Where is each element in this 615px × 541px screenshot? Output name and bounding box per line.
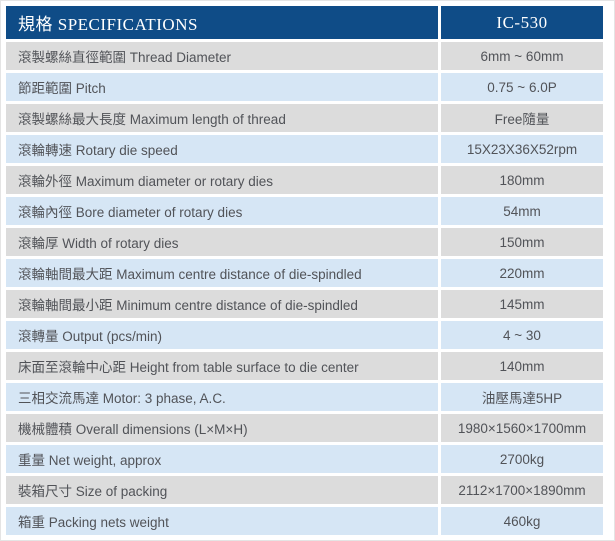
table-row: 床面至滾輪中心距 Height from table surface to di… [6,352,603,380]
spec-value: 140mm [441,352,603,380]
table-row: 滾輪軸間最小距 Minimum centre distance of die-s… [6,290,603,318]
table-row: 滾輪內徑 Bore diameter of rotary dies 54mm [6,197,603,225]
table-row: 滾製螺絲最大長度 Maximum length of thread Free隨量 [6,104,603,132]
spec-value: 15X23X36X52rpm [441,135,603,163]
spec-value: 54mm [441,197,603,225]
spec-label: 床面至滾輪中心距 Height from table surface to di… [6,352,438,380]
table-row: 滾輪外徑 Maximum diameter or rotary dies 180m… [6,166,603,194]
table-row: 滾輪厚 Width of rotary dies 150mm [6,228,603,256]
table-row: 裝箱尺寸 Size of packing 2112×1700×1890mm [6,476,603,504]
spec-value: 180mm [441,166,603,194]
spec-value: 460kg [441,507,603,535]
spec-value: 150mm [441,228,603,256]
spec-value: 220mm [441,259,603,287]
header-specifications: 規格 SPECIFICATIONS [6,6,438,39]
table-row: 箱重 Packing nets weight 460kg [6,507,603,535]
table-row: 滾製螺絲直徑範圍 Thread Diameter 6mm ~ 60mm [6,42,603,70]
table-row: 節距範圍 Pitch 0.75 ~ 6.0P [6,73,603,101]
spec-value: 145mm [441,290,603,318]
spec-value: 6mm ~ 60mm [441,42,603,70]
table-body: 滾製螺絲直徑範圍 Thread Diameter 6mm ~ 60mm 節距範圍 P… [6,42,603,535]
table-header-row: 規格 SPECIFICATIONS IC-530 [6,6,603,39]
table-row: 機械體積 Overall dimensions (L×M×H) 1980×1560… [6,414,603,442]
spec-label: 裝箱尺寸 Size of packing [6,476,438,504]
spec-label: 滾輪軸間最大距 Maximum centre distance of die-s… [6,259,438,287]
spec-label: 重量 Net weight, approx [6,445,438,473]
table-row: 三相交流馬達 Motor: 3 phase, A.C. 油壓馬達5HP [6,383,603,411]
table-row: 滾輪軸間最大距 Maximum centre distance of die-s… [6,259,603,287]
table-row: 重量 Net weight, approx 2700kg [6,445,603,473]
spec-label: 滾輪內徑 Bore diameter of rotary dies [6,197,438,225]
table-row: 滾轉量 Output (pcs/min) 4 ~ 30 [6,321,603,349]
spec-label: 滾輪厚 Width of rotary dies [6,228,438,256]
spec-value: 1980×1560×1700mm [441,414,603,442]
spec-label: 機械體積 Overall dimensions (L×M×H) [6,414,438,442]
spec-value: 4 ~ 30 [441,321,603,349]
header-model-ic530: IC-530 [441,6,603,39]
spec-label: 滾轉量 Output (pcs/min) [6,321,438,349]
specifications-table: 規格 SPECIFICATIONS IC-530 滾製螺絲直徑範圍 Thread… [6,6,603,538]
spec-label: 滾輪外徑 Maximum diameter or rotary dies [6,166,438,194]
table-row: 滾輪轉速 Rotary die speed 15X23X36X52rpm [6,135,603,163]
spec-value: Free隨量 [441,104,603,132]
spec-label: 箱重 Packing nets weight [6,507,438,535]
spec-value: 油壓馬達5HP [441,383,603,411]
spec-label: 滾製螺絲直徑範圍 Thread Diameter [6,42,438,70]
spec-label: 滾製螺絲最大長度 Maximum length of thread [6,104,438,132]
spec-label: 節距範圍 Pitch [6,73,438,101]
spec-label: 滾輪轉速 Rotary die speed [6,135,438,163]
spec-value: 2112×1700×1890mm [441,476,603,504]
spec-value: 2700kg [441,445,603,473]
spec-value: 0.75 ~ 6.0P [441,73,603,101]
spec-label: 三相交流馬達 Motor: 3 phase, A.C. [6,383,438,411]
spec-label: 滾輪軸間最小距 Minimum centre distance of die-s… [6,290,438,318]
